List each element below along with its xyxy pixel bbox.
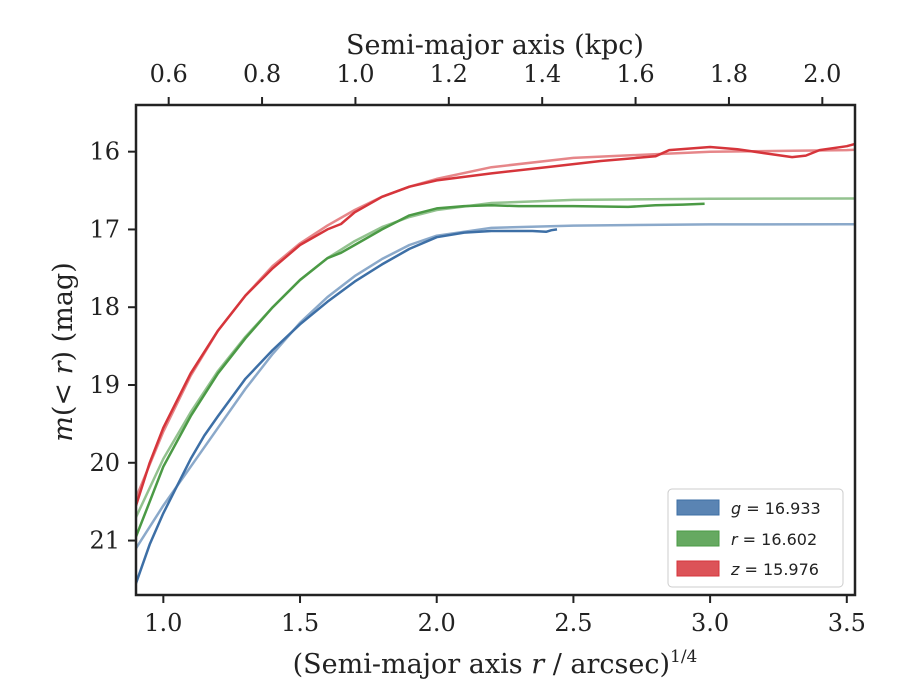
top-x-tick-label: 1.2 [430,60,468,88]
legend-item-r: r = 16.602 [676,530,817,549]
top-x-tick-label: 1.0 [336,60,374,88]
top-x-tick-label: 0.6 [150,60,188,88]
legend: g = 16.933 r = 16.602 z = 15.976 [667,488,844,588]
data-line-r [136,202,705,538]
legend-swatch-g [676,499,720,516]
legend-label-z: z = 15.976 [730,560,819,579]
legend-swatch-z [676,560,720,577]
top-x-tick-label: 1.4 [523,60,561,88]
plot-frame [134,103,857,597]
data-line-z [136,142,855,506]
legend-label-g: g = 16.933 [731,499,821,518]
y-tick-label: 19 [89,371,120,399]
x-tick-label: 1.5 [281,609,319,637]
top-x-tick-label: 1.6 [616,60,654,88]
legend-item-g: g = 16.933 [676,499,821,518]
y-tick-label: 18 [89,293,120,321]
ticks-layer: 1.0 1.5 2.0 2.5 3.0 3.5 16 17 18 19 20 21 0.6 0.8 1.0 1… [89,60,865,637]
fit-line-r [136,197,855,518]
x-axis-title: (Semi-major axis r / arcsec)1/4 [293,647,698,680]
y-tick-label: 17 [89,215,120,243]
x-tick-label: 2.5 [554,609,592,637]
series-layer [136,142,855,584]
x-tick-label: 3.0 [691,609,729,637]
y-axis-title: m(< r) (mag) [48,262,79,441]
y-tick-label: 21 [89,527,120,555]
top-x-tick-label: 2.0 [803,60,841,88]
top-x-axis-title: Semi-major axis (kpc) [346,30,644,61]
legend-item-z: z = 15.976 [676,560,819,579]
x-tick-label: 3.5 [828,609,866,637]
legend-swatch-r [676,530,720,547]
y-tick-label: 16 [89,138,120,166]
top-x-tick-label: 0.8 [243,60,281,88]
legend-label-r: r = 16.602 [731,530,817,549]
x-tick-label: 1.0 [144,609,182,637]
fit-line-g [136,222,855,549]
y-tick-label: 20 [89,449,120,477]
top-x-tick-label: 1.8 [710,60,748,88]
data-line-g [136,228,558,584]
x-tick-label: 2.0 [418,609,456,637]
